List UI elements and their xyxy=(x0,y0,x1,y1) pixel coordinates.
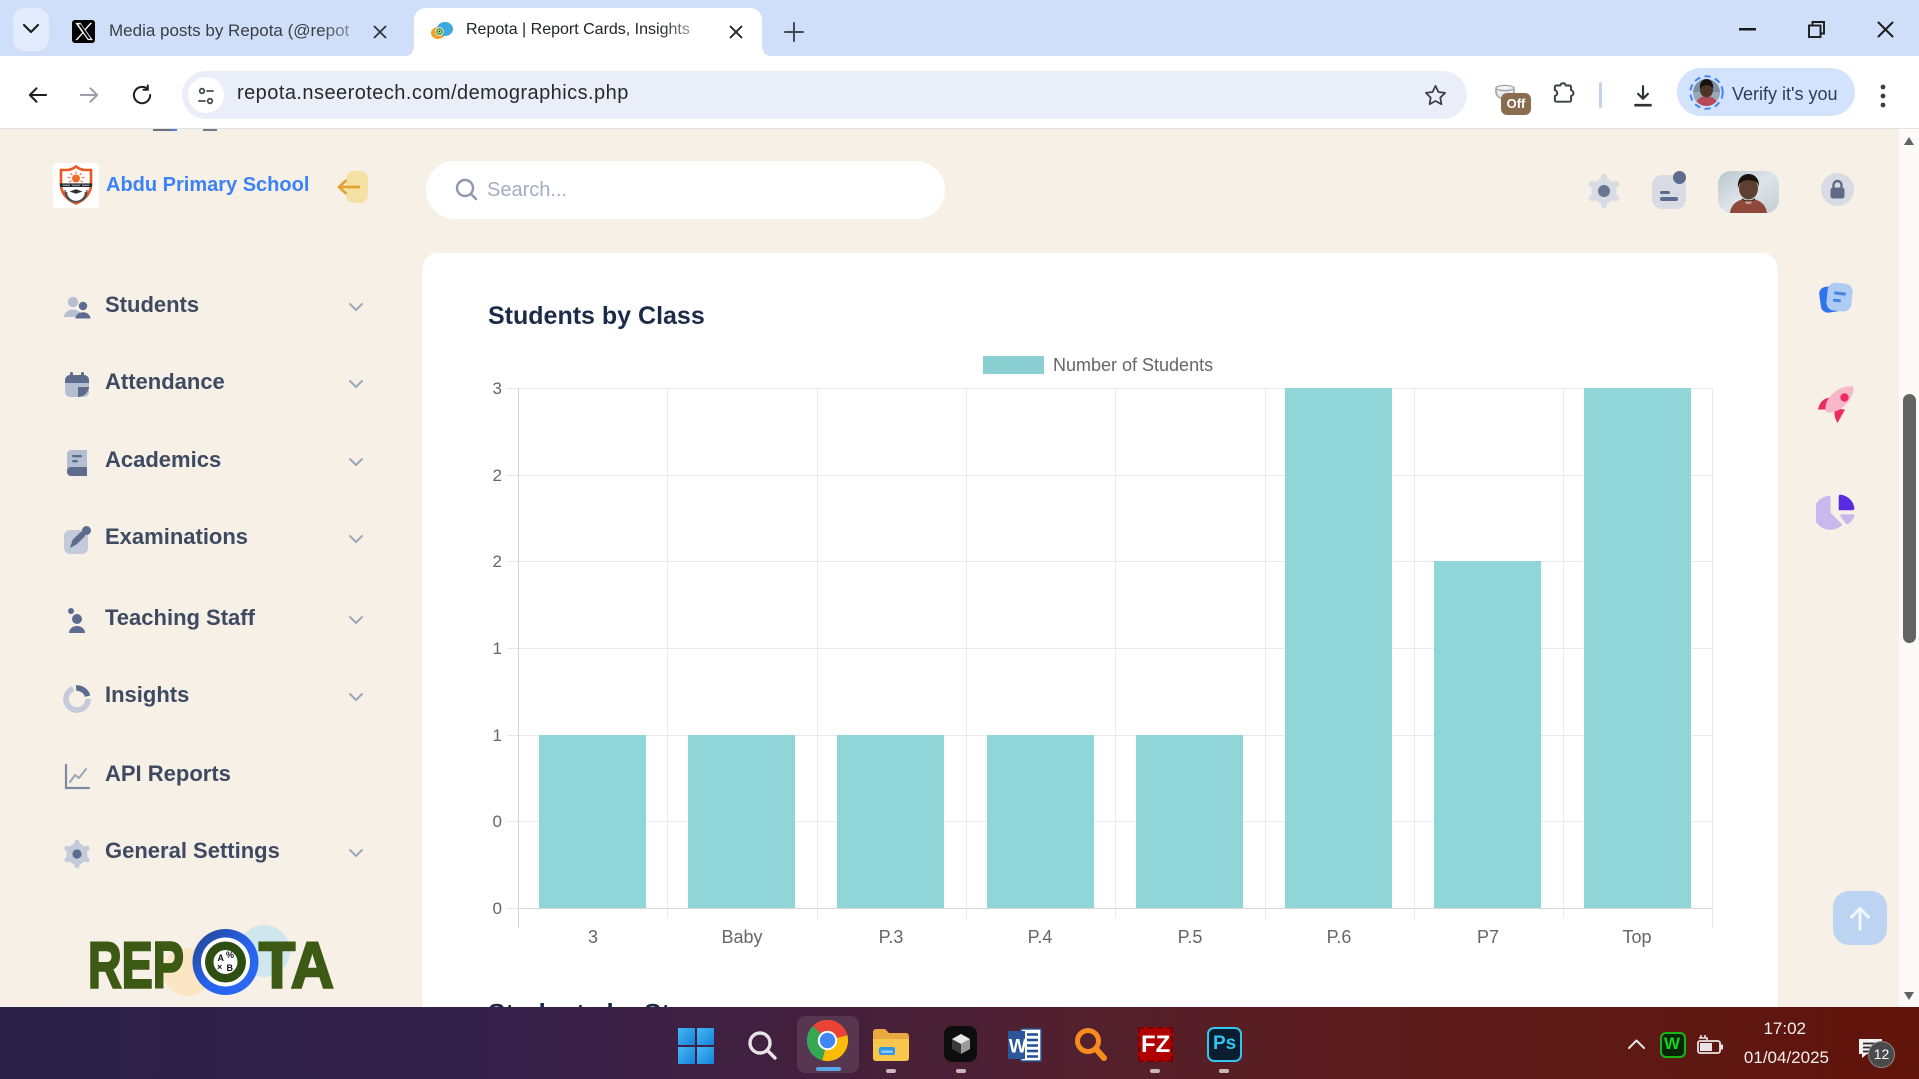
svg-text:×: × xyxy=(217,962,222,972)
svg-text:B: B xyxy=(227,963,234,973)
svg-text:%: % xyxy=(226,950,234,960)
svg-text:REP: REP xyxy=(88,930,184,1002)
svg-text:A: A xyxy=(218,953,225,963)
svg-text:TA: TA xyxy=(259,930,334,1002)
svg-text:W: W xyxy=(1009,1037,1027,1058)
